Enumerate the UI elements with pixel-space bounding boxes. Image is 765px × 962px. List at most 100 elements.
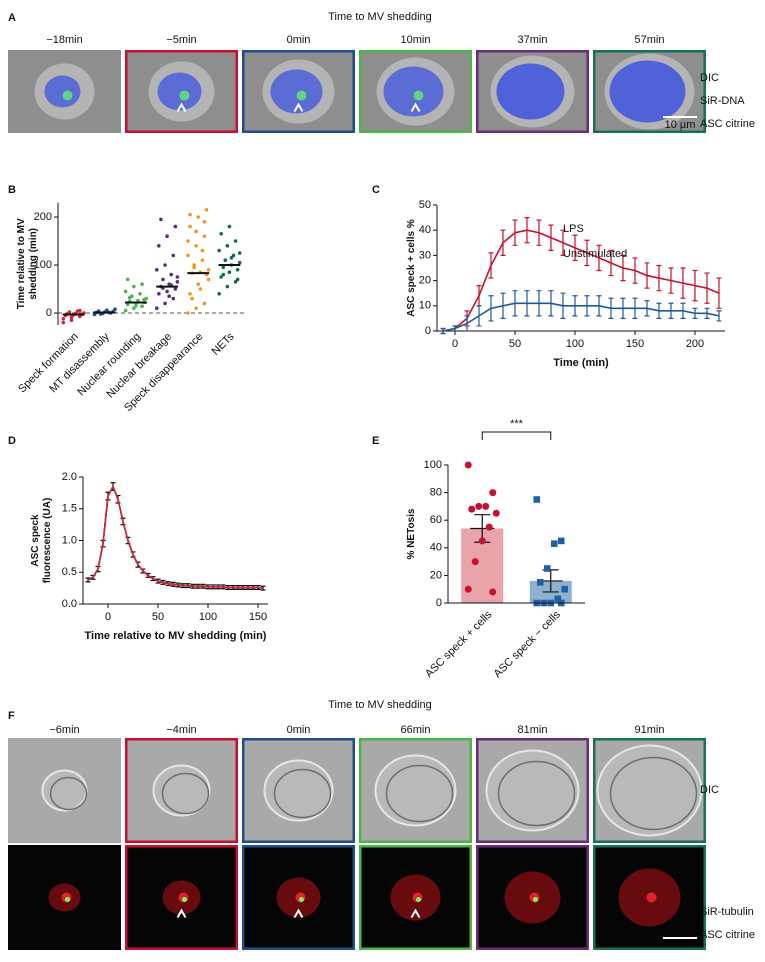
time-label: 0min — [287, 34, 311, 46]
series-line — [87, 484, 264, 589]
micrograph — [476, 845, 589, 950]
panel-title: Time to MV shedding — [328, 699, 432, 711]
data-point — [173, 287, 178, 291]
y-tick-label: 10 — [419, 300, 431, 312]
data-point — [157, 244, 161, 248]
y-tick-label: 50 — [419, 199, 431, 211]
significance-bracket — [481, 431, 552, 440]
data-point — [169, 272, 173, 277]
legend-entry: SiR-tubulin — [700, 906, 754, 918]
time-label: 10min — [401, 34, 431, 46]
y-tick-label: 100 — [424, 459, 442, 471]
x-axis-label: Time relative to MV shedding (min) — [85, 630, 267, 642]
data-point — [198, 287, 203, 291]
y-tick-label: 100 — [34, 259, 52, 271]
data-point — [77, 308, 82, 313]
panel-label: C — [372, 184, 380, 196]
data-point — [67, 310, 72, 314]
time-label: 66min — [401, 724, 431, 736]
data-point — [123, 308, 128, 313]
arrowhead — [293, 908, 304, 918]
x-tick-label: 0 — [105, 611, 111, 623]
data-point — [536, 579, 544, 586]
error-bar — [538, 569, 563, 593]
data-point — [175, 280, 180, 284]
data-point — [557, 537, 565, 545]
speck — [179, 90, 190, 101]
speck — [62, 90, 73, 101]
series-line — [442, 302, 720, 332]
data-point — [202, 301, 207, 306]
cell-shadow — [273, 768, 332, 819]
y-tick-label: 60 — [430, 514, 442, 526]
data-point — [194, 229, 198, 234]
y-tick-label: 2.0 — [62, 471, 77, 483]
speck — [65, 897, 70, 902]
data-point — [132, 306, 136, 311]
micrograph — [125, 738, 238, 843]
x-tick-label: 200 — [686, 338, 704, 350]
data-point — [127, 295, 132, 300]
arrowhead — [293, 102, 304, 112]
data-point — [125, 302, 130, 307]
data-point — [225, 284, 230, 289]
panel-label: D — [8, 435, 16, 447]
x-tick-label: 50 — [152, 611, 164, 623]
data-point — [163, 301, 167, 306]
x-axis-label: Time (min) — [553, 357, 609, 369]
cell-shadow — [161, 772, 210, 815]
frame — [125, 738, 238, 843]
frame — [125, 845, 238, 950]
x-tick-label: ASC speck − cells — [492, 608, 564, 680]
x-tick-label: 100 — [566, 338, 584, 350]
cell-shadow — [49, 776, 88, 811]
nucleus — [496, 63, 565, 120]
legend-entry: DIC — [700, 784, 719, 796]
data-point — [204, 208, 209, 212]
frame — [476, 845, 589, 950]
data-point — [225, 244, 230, 248]
data-point — [140, 282, 144, 287]
data-point — [186, 253, 190, 258]
scale-bar-label: 10 µm — [665, 119, 696, 131]
arrowhead — [410, 102, 421, 112]
nucleus — [383, 66, 444, 117]
time-label: −18min — [46, 34, 82, 46]
cell — [41, 769, 88, 812]
data-point — [105, 308, 109, 312]
data-point — [194, 244, 198, 248]
cell-shadow — [609, 756, 698, 831]
x-tick-label: 150 — [249, 611, 267, 623]
panel-label: A — [8, 12, 16, 24]
data-point — [192, 265, 196, 270]
speck — [416, 897, 421, 902]
data-point — [482, 502, 490, 510]
micrograph — [593, 738, 706, 843]
data-point — [61, 316, 66, 321]
cell — [374, 754, 457, 827]
micrograph — [593, 845, 706, 950]
y-axis-label: % NETosis — [406, 508, 417, 560]
micrograph — [476, 50, 589, 133]
panel-title: Time to MV shedding — [328, 11, 432, 23]
data-point — [464, 461, 472, 469]
legend-entry: LPS — [563, 223, 584, 235]
data-point — [61, 320, 66, 325]
time-label: 57min — [635, 34, 665, 46]
frame — [359, 50, 472, 133]
micrograph — [8, 738, 121, 843]
data-point — [138, 292, 142, 296]
frame — [593, 845, 706, 950]
significance-label: *** — [510, 418, 524, 430]
frame — [593, 50, 706, 133]
data-point — [206, 268, 211, 272]
x-tick-label: 100 — [199, 611, 217, 623]
micrograph — [125, 845, 238, 950]
x-tick-label: NETs — [210, 330, 237, 357]
data-point — [202, 220, 207, 224]
legend-entry: SiR-DNA — [700, 95, 745, 107]
data-point — [134, 304, 138, 308]
data-point — [235, 268, 240, 272]
data-point — [475, 502, 483, 510]
